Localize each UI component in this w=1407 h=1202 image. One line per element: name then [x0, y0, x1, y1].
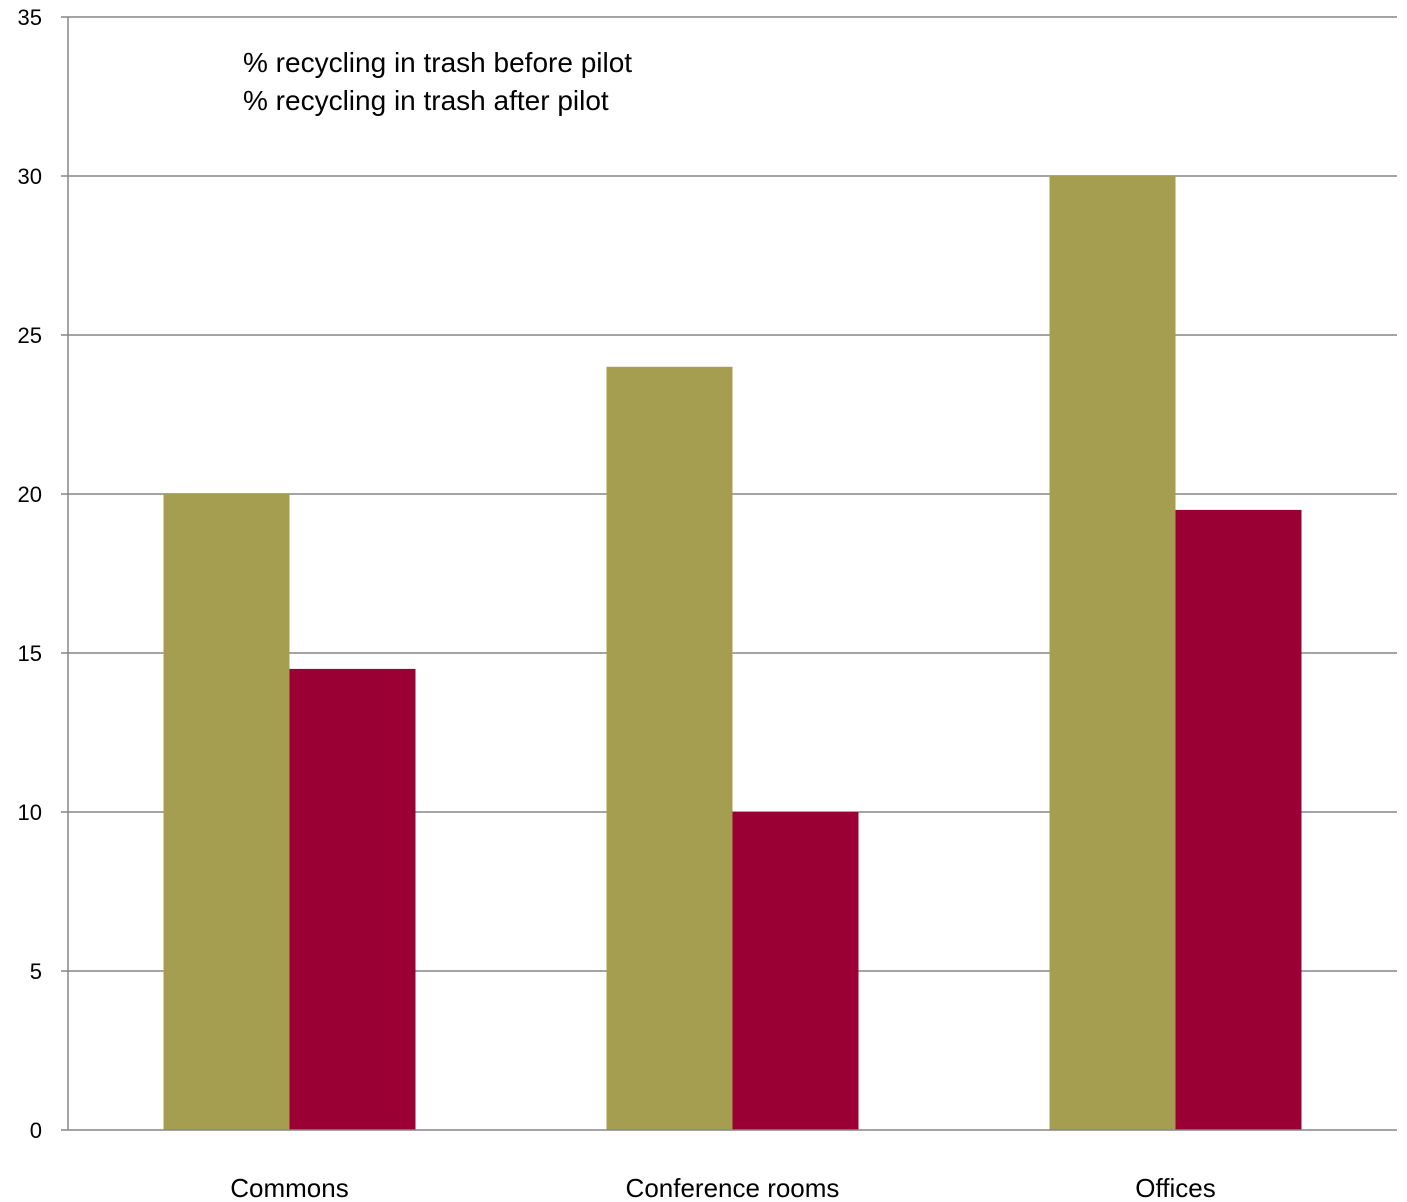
x-category-label-conference-rooms: Conference rooms: [626, 1173, 840, 1202]
bar-after-offices: [1175, 509, 1302, 1130]
axes: [61, 16, 1397, 1131]
x-category-labels: Commons Conference rooms Offices: [230, 1173, 1215, 1202]
legend: % recycling in trash before pilot % recyc…: [243, 47, 632, 116]
bar-before-commons: [163, 494, 290, 1130]
y-tick-label-25: 25: [18, 323, 42, 348]
bar-after-commons: [289, 668, 416, 1130]
legend-entry-after: % recycling in trash after pilot: [243, 85, 609, 116]
bar-before-offices: [1049, 176, 1176, 1130]
x-category-label-offices: Offices: [1135, 1173, 1215, 1202]
bars: [163, 176, 1302, 1130]
bar-before-conference-rooms: [606, 366, 733, 1130]
y-tick-label-5: 5: [30, 959, 42, 984]
y-tick-label-10: 10: [18, 800, 42, 825]
y-tick-label-15: 15: [18, 641, 42, 666]
bar-after-conference-rooms: [732, 812, 859, 1130]
x-category-label-commons: Commons: [230, 1173, 348, 1202]
y-tick-labels: 0 5 10 15 20 25 30 35: [18, 5, 42, 1143]
y-tick-label-30: 30: [18, 164, 42, 189]
y-tick-label-35: 35: [18, 5, 42, 30]
legend-entry-before: % recycling in trash before pilot: [243, 47, 632, 78]
y-tick-label-20: 20: [18, 482, 42, 507]
y-tick-label-0: 0: [30, 1118, 42, 1143]
